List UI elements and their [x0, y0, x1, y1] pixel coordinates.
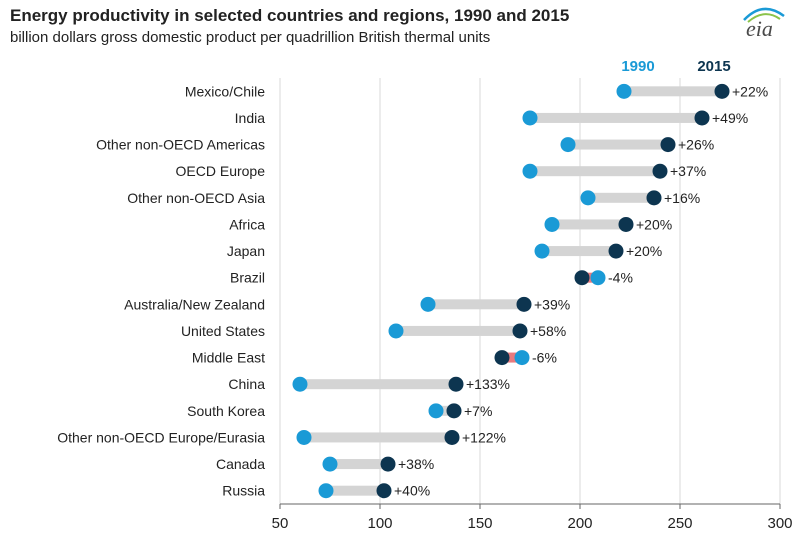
connector-bar-japan — [542, 246, 616, 257]
change-label-mexico-chile: +22% — [732, 83, 768, 99]
category-label-canada: Canada — [216, 456, 265, 472]
dot-2015-united-states — [512, 323, 528, 339]
dot-2015-russia — [376, 483, 392, 499]
dot-1990-brazil — [590, 270, 606, 286]
dot-2015-japan — [608, 243, 624, 259]
dot-1990-australia-new-zealand — [420, 296, 436, 312]
dot-2015-other-non-oecd-asia — [646, 190, 662, 206]
category-label-india: India — [235, 110, 266, 126]
connector-bar-canada — [330, 459, 388, 470]
change-label-india: +49% — [712, 110, 748, 126]
x-tick-label-300: 300 — [767, 515, 792, 532]
category-label-united-states: United States — [181, 323, 265, 339]
change-label-south-korea: +7% — [464, 403, 492, 419]
dot-1990-russia — [318, 483, 334, 499]
category-label-other-non-oecd-europe-eurasia: Other non-OECD Europe/Eurasia — [57, 429, 265, 445]
category-label-mexico-chile: Mexico/Chile — [185, 83, 265, 99]
dot-2015-other-non-oecd-americas — [660, 137, 676, 153]
connector-bar-middle-east — [502, 352, 522, 363]
category-label-australia-new-zealand: Australia/New Zealand — [124, 296, 265, 312]
change-label-japan: +20% — [626, 243, 662, 259]
category-label-japan: Japan — [227, 243, 265, 259]
dot-1990-africa — [544, 216, 560, 232]
dot-1990-india — [522, 110, 538, 126]
category-label-brazil: Brazil — [230, 270, 265, 286]
connector-bar-united-states — [396, 325, 520, 336]
dot-2015-mexico-chile — [714, 83, 730, 99]
dot-2015-china — [448, 376, 464, 392]
change-label-canada: +38% — [398, 456, 434, 472]
connector-bar-other-non-oecd-americas — [568, 139, 668, 150]
eia-logo-icon: eia — [738, 4, 788, 42]
dot-1990-other-non-oecd-europe-eurasia — [296, 429, 312, 445]
dot-1990-mexico-chile — [616, 83, 632, 99]
chart-title: Energy productivity in selected countrie… — [10, 6, 570, 25]
dot-1990-other-non-oecd-americas — [560, 137, 576, 153]
dot-1990-china — [292, 376, 308, 392]
dot-1990-other-non-oecd-asia — [580, 190, 596, 206]
dot-1990-canada — [322, 456, 338, 472]
x-tick-label-50: 50 — [272, 515, 289, 532]
change-label-oecd-europe: +37% — [670, 163, 706, 179]
connector-bar-oecd-europe — [530, 166, 660, 177]
dot-2015-other-non-oecd-europe-eurasia — [444, 429, 460, 445]
dot-2015-middle-east — [494, 350, 510, 366]
change-label-other-non-oecd-americas: +26% — [678, 137, 714, 153]
category-label-south-korea: South Korea — [187, 403, 265, 419]
dot-2015-canada — [380, 456, 396, 472]
logo-text: eia — [746, 16, 773, 41]
dot-2015-africa — [618, 216, 634, 232]
dot-2015-oecd-europe — [652, 163, 668, 179]
category-label-other-non-oecd-americas: Other non-OECD Americas — [96, 137, 265, 153]
category-label-other-non-oecd-asia: Other non-OECD Asia — [127, 190, 265, 206]
dot-2015-brazil — [574, 270, 590, 286]
category-label-oecd-europe: OECD Europe — [176, 163, 266, 179]
connector-bar-other-non-oecd-europe-eurasia — [304, 432, 452, 443]
change-label-china: +133% — [466, 376, 510, 392]
change-label-other-non-oecd-asia: +16% — [664, 190, 700, 206]
change-label-africa: +20% — [636, 216, 672, 232]
connector-bar-mexico-chile — [624, 86, 722, 97]
connector-bar-brazil — [582, 272, 598, 283]
category-label-middle-east: Middle East — [192, 350, 265, 366]
connector-bar-china — [300, 379, 456, 390]
change-label-brazil: -4% — [608, 270, 633, 286]
category-label-russia: Russia — [222, 483, 265, 499]
category-label-china: China — [228, 376, 265, 392]
change-label-australia-new-zealand: +39% — [534, 296, 570, 312]
connector-bar-australia-new-zealand — [428, 299, 524, 310]
dot-1990-middle-east — [514, 350, 530, 366]
dot-2015-australia-new-zealand — [516, 296, 532, 312]
dot-1990-japan — [534, 243, 550, 259]
x-tick-label-150: 150 — [467, 515, 492, 532]
chart-subtitle: billion dollars gross domestic product p… — [10, 29, 491, 46]
legend-1990: 1990 — [621, 58, 654, 75]
x-tick-label-100: 100 — [367, 515, 392, 532]
dot-2015-south-korea — [446, 403, 462, 419]
connector-bar-other-non-oecd-asia — [588, 192, 654, 203]
change-label-middle-east: -6% — [532, 350, 557, 366]
x-tick-label-200: 200 — [567, 515, 592, 532]
dot-1990-south-korea — [428, 403, 444, 419]
connector-bar-russia — [326, 485, 384, 496]
connector-bar-india — [530, 112, 702, 123]
change-label-russia: +40% — [394, 483, 430, 499]
dot-1990-united-states — [388, 323, 404, 339]
change-label-united-states: +58% — [530, 323, 566, 339]
dot-1990-oecd-europe — [522, 163, 538, 179]
x-tick-label-250: 250 — [667, 515, 692, 532]
change-label-other-non-oecd-europe-eurasia: +122% — [462, 429, 506, 445]
category-label-africa: Africa — [229, 216, 265, 232]
connector-bar-africa — [552, 219, 626, 230]
legend-2015: 2015 — [697, 58, 730, 75]
connector-bar-south-korea — [436, 405, 454, 416]
dot-2015-india — [694, 110, 710, 126]
